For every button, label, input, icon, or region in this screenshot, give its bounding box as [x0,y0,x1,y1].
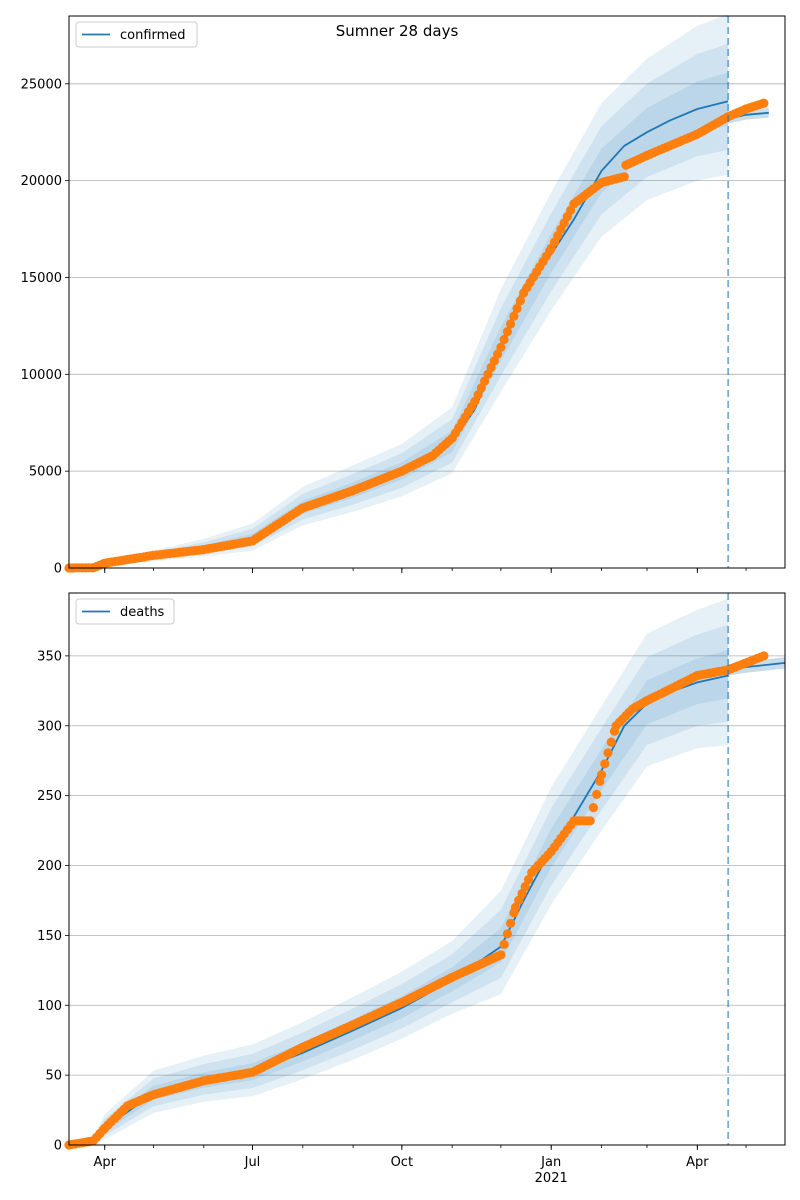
y-tick-label: 300 [37,719,62,734]
observed-point [523,874,534,885]
observed-point [502,929,512,939]
observed-point [499,939,509,950]
y-tick-label: 15000 [21,271,62,286]
observed-point [506,918,516,928]
y-tick-label: 20000 [21,174,62,189]
y-tick-label: 150 [37,929,62,944]
legend-box [75,21,198,48]
x-tick-label: Apr [686,1155,709,1170]
observed-point [592,789,602,800]
observed-point [520,881,530,892]
observed-point [499,334,509,345]
axes-frame [68,15,786,569]
observed-point [514,895,524,906]
plot-area [69,16,785,568]
axes-frame [68,592,786,1146]
y-tick-label: 0 [54,1139,62,1154]
observed-point [480,376,490,386]
observed-point [759,651,769,661]
observed-point [509,311,519,321]
confidence-band [69,598,729,1145]
observed-point [603,748,613,758]
y-tick-label: 350 [37,649,62,664]
y-tick-label: 200 [37,859,62,874]
observed-point [588,803,599,813]
x-tick-label: Jul [244,1155,261,1170]
observed-point [502,327,512,337]
y-tick-label: 25000 [21,77,62,92]
observed-point [600,759,610,769]
observed-point [619,172,629,182]
observed-point [496,950,506,960]
x-tick-label: Jan [540,1155,561,1170]
deaths-panel: 0 50 100 150 200 250 300 350 Apr Jul Oct Jan Apr 2021… [37,592,786,1186]
observed-point [510,902,521,913]
plot-area [69,593,785,1145]
observed-point [506,319,516,329]
confidence-band [69,43,729,568]
observed-point [585,816,595,826]
confidence-band [69,650,729,1145]
observed-point [596,770,607,780]
confidence-band [69,14,729,569]
observed-point [517,888,527,899]
legend-label: deaths [120,605,165,620]
observed-point [512,303,522,314]
confirmed-panel: 0 5000 10000 15000 20000 25000 confirmed [21,14,786,577]
y-tick-label: 50 [45,1069,62,1084]
observed-point [759,98,769,108]
observed-point [515,296,526,306]
legend-box [75,598,175,625]
y-tick-label: 250 [37,789,62,804]
observed-point [496,342,506,352]
y-tick-label: 5000 [29,465,62,480]
x-year-label: 2021 [535,1171,568,1186]
x-tick-label: Apr [93,1155,116,1170]
y-tick-label: 0 [54,562,62,577]
y-tick-label: 100 [37,999,62,1014]
x-tick-label: Oct [391,1155,413,1170]
observed-point [606,737,616,747]
figure-title: Sumner 28 days [336,22,459,40]
y-tick-label: 10000 [21,368,62,383]
legend-label: confirmed [120,28,186,43]
observed-point [473,390,483,400]
observed-point [493,349,503,359]
confidence-band [69,624,729,1145]
